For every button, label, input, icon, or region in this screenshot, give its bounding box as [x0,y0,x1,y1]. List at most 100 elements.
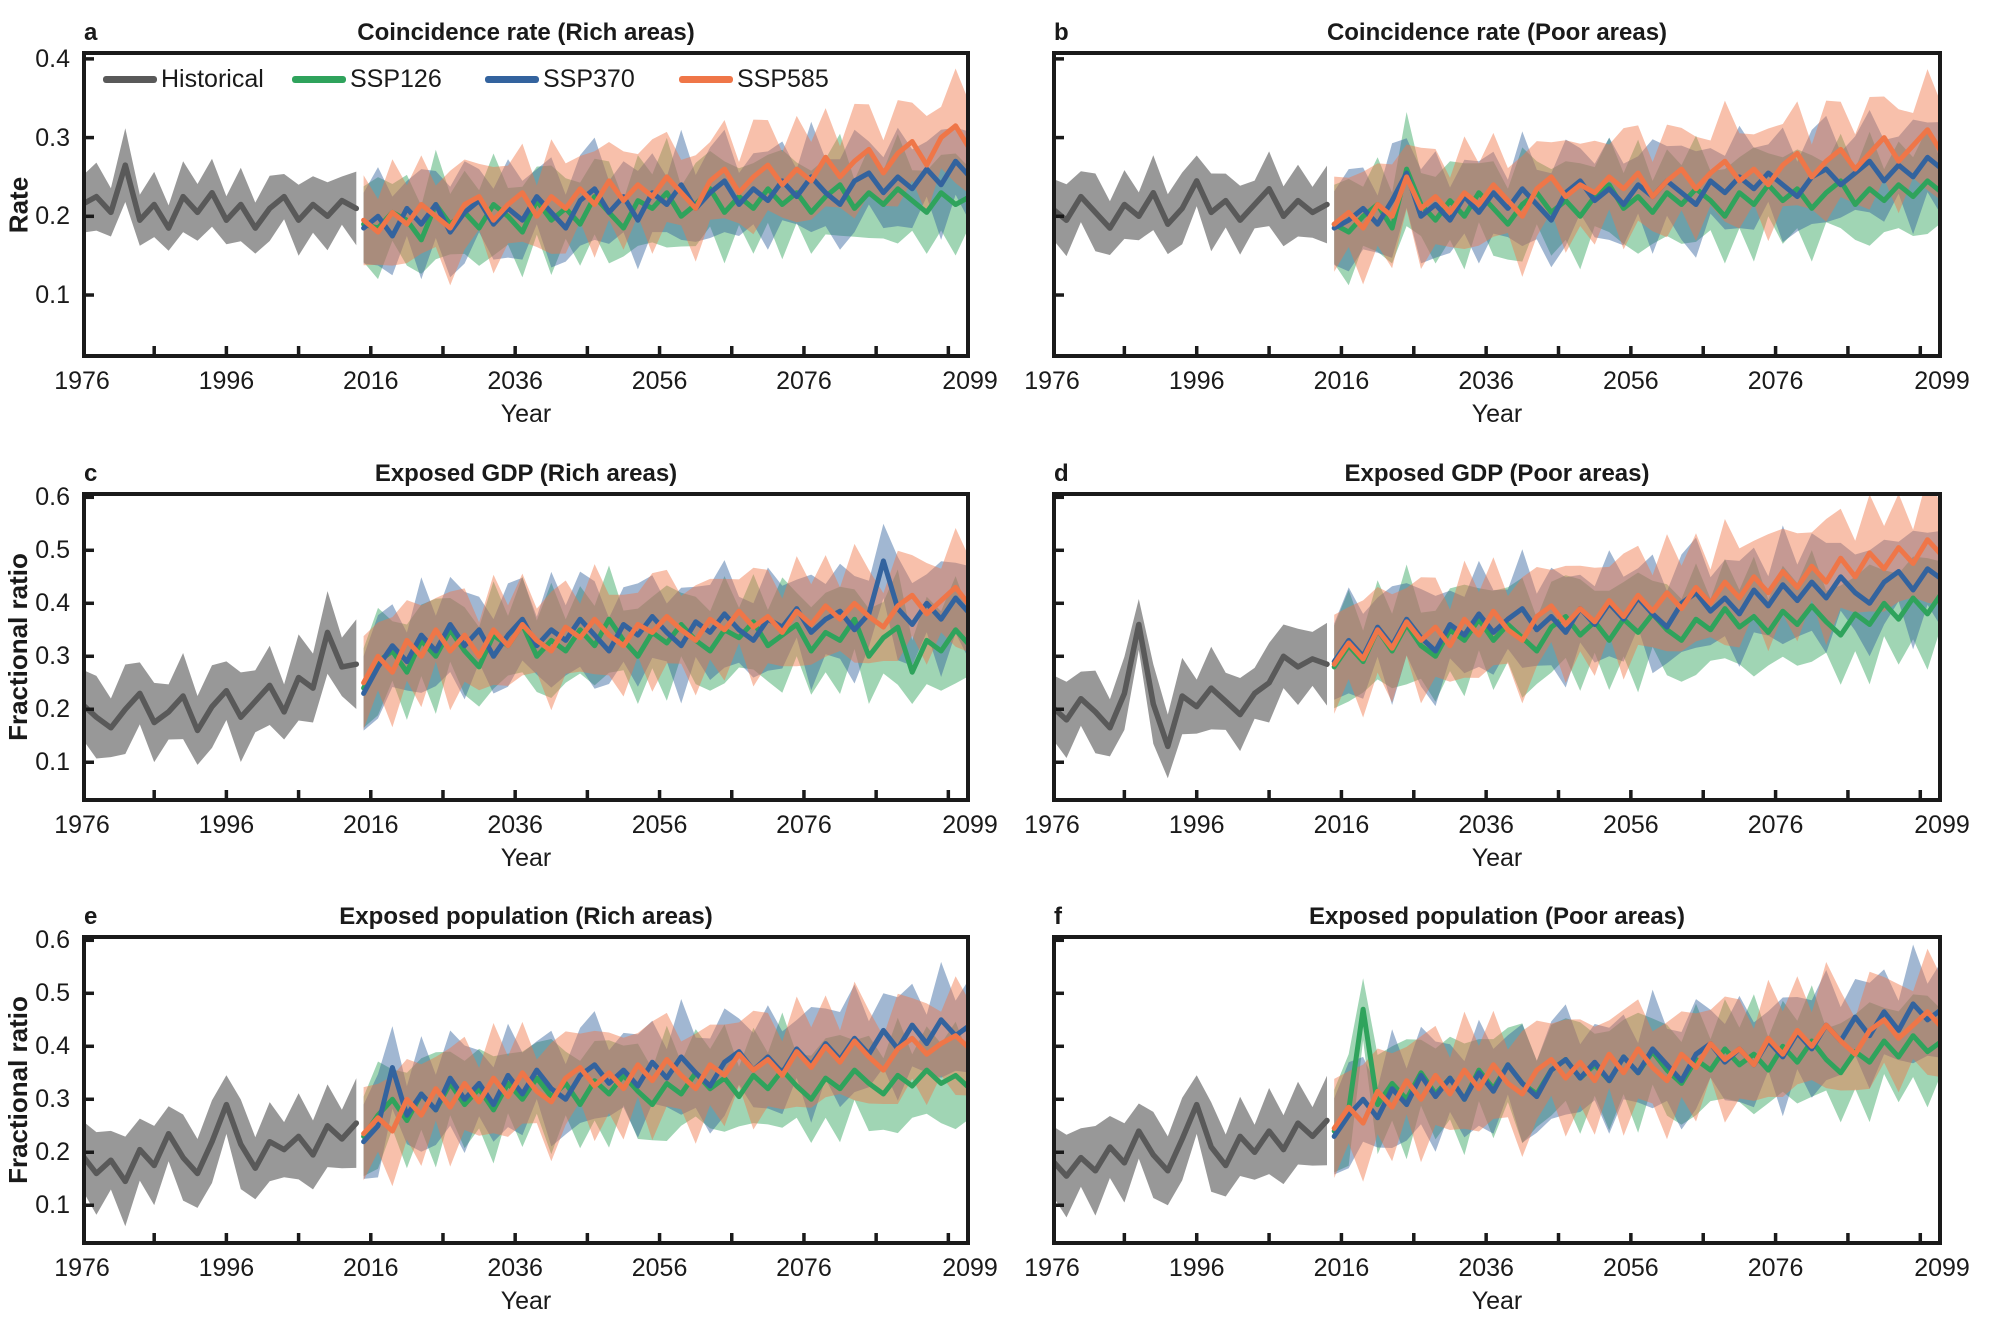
x-tick-label: 1976 [1024,811,1080,839]
x-tick-label: 2076 [776,811,832,839]
x-tick-label: 2076 [1747,811,1804,839]
series-band-Historical [82,1075,357,1227]
x-tick-label: 2016 [342,811,399,839]
panel-letter-a: a [84,19,98,46]
series-band-SSP370 [1334,944,1942,1175]
x-tick-label: 2099 [1914,811,1970,839]
legend-swatch-SSP126 [292,76,346,83]
plot-frame [1052,51,1942,358]
y-tick-label: 0.2 [35,695,70,724]
x-tick-label: 2099 [942,367,998,395]
y-tick-label: 0.3 [35,642,70,671]
panel-letter-c: c [84,460,98,487]
series-line-SSP585 [1331,127,1942,231]
plot-canvas-d [1052,492,1942,802]
y-tick-label: 0.4 [35,44,70,73]
series-line-SSP126 [361,616,970,691]
plot-frame [1052,935,1942,1245]
y-tick-label: 0.6 [35,483,70,512]
x-tick-label: 1976 [54,811,110,839]
legend-label-Historical: Historical [161,65,264,93]
series-line-SSP585 [361,584,970,686]
x-tick-label: 2056 [1603,1254,1659,1282]
y-tick-label: 0.5 [35,979,70,1008]
x-tick-label: 2099 [1914,1254,1970,1282]
panel-letter-b: b [1054,19,1069,46]
x-tick-label: 1996 [1168,1254,1225,1282]
plot-canvas-e [82,935,970,1245]
x-tick-label: 2076 [1747,1254,1804,1282]
plot-frame [82,51,970,358]
x-axis-label-f: Year [1471,1287,1523,1315]
y-tick-label: 0.6 [35,926,70,955]
x-tick-label: 2016 [342,367,399,395]
x-tick-label: 2076 [776,1254,832,1282]
series-band-SSP126 [363,565,970,728]
series-band-Historical [82,591,357,765]
panel-letter-d: d [1054,460,1069,487]
y-tick-label: 0.3 [35,1085,70,1114]
x-tick-label: 2036 [487,1254,543,1282]
series-band-SSP585 [1334,948,1942,1182]
panel-title-d: Exposed GDP (Poor areas) [1344,460,1650,487]
x-tick-label: 2056 [1603,367,1659,395]
legend-label-SSP585: SSP585 [737,65,829,93]
x-tick-label: 2099 [942,811,998,839]
series-band-SSP370 [1334,525,1942,707]
panel-title-a: Coincidence rate (Rich areas) [357,19,695,46]
series-line-Historical [1052,178,1330,231]
series-line-Historical [1052,621,1330,750]
panel-title-c: Exposed GDP (Rich areas) [374,460,678,487]
plot-canvas-f [1052,935,1942,1245]
series-band-SSP370 [363,961,970,1179]
series-line-Historical [82,629,360,734]
x-tick-label: 2076 [776,367,832,395]
x-axis-label-e: Year [500,1287,552,1315]
series-band-Historical [1052,151,1327,257]
y-tick-label: 0.5 [35,536,70,565]
y-tick-label: 0.1 [35,281,70,310]
panel-title-f: Exposed population (Poor areas) [1308,903,1686,930]
series-line-SSP585 [361,123,970,235]
plot-frame [1052,492,1942,802]
legend-swatch-SSP585 [679,76,733,83]
panel-letter-f: f [1054,903,1062,930]
series-line-Historical [82,162,360,231]
legend-swatch-Historical [103,76,157,83]
x-tick-label: 2036 [1458,811,1514,839]
x-tick-label: 2056 [631,811,688,839]
x-tick-label: 2056 [1603,811,1659,839]
x-tick-label: 2016 [1313,367,1370,395]
x-axis-label-a: Year [500,400,552,428]
plot-canvas-a [82,51,970,358]
panel-title-e: Exposed population (Rich areas) [339,903,713,930]
x-tick-label: 1976 [54,1254,110,1282]
x-tick-label: 1996 [198,811,255,839]
panel-title-b: Coincidence rate (Poor areas) [1326,19,1668,46]
x-tick-label: 1996 [198,1254,255,1282]
series-band-SSP370 [363,523,970,731]
y-tick-label: 0.1 [35,748,70,777]
legend-label-SSP126: SSP126 [350,65,442,93]
x-tick-label: 2056 [631,367,688,395]
x-tick-label: 2036 [487,811,543,839]
series-band-Historical [1052,599,1327,779]
series-line-SSP585 [1331,537,1942,667]
x-axis-label-b: Year [1471,400,1523,428]
x-tick-label: 2056 [631,1254,688,1282]
plot-frame [82,935,970,1245]
x-tick-label: 2016 [342,1254,399,1282]
x-tick-label: 2099 [942,1254,998,1282]
x-tick-label: 2076 [1747,367,1804,395]
plot-frame [82,492,970,802]
series-line-Historical [1052,1101,1330,1179]
series-band-SSP126 [1334,978,1942,1173]
x-tick-label: 2036 [1458,1254,1514,1282]
series-line-SSP126 [1331,590,1942,670]
series-line-SSP126 [1331,166,1942,235]
series-band-SSP370 [1334,110,1942,272]
y-tick-label: 0.2 [35,202,70,231]
y-tick-label: 0.3 [35,123,70,152]
y-tick-label: 0.2 [35,1138,70,1167]
